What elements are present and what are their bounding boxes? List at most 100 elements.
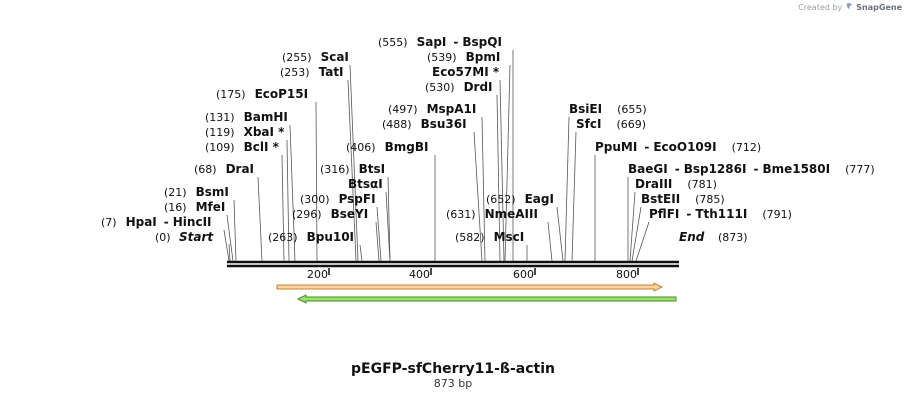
enzyme-name: EagI bbox=[525, 192, 554, 206]
enzyme-name: BamHI bbox=[244, 110, 288, 124]
enzyme-name: BclI * bbox=[244, 140, 280, 154]
ruler-tick-label: 800 bbox=[616, 268, 637, 281]
enzyme-separator: - bbox=[644, 140, 649, 154]
site-position: (497) bbox=[388, 103, 418, 116]
enzyme-name: DrdI bbox=[464, 80, 493, 94]
site-position: (555) bbox=[378, 36, 408, 49]
enzyme-name: Bsu36I bbox=[421, 117, 467, 131]
map-title: pEGFP-sfCherry11-ß-actin bbox=[351, 361, 555, 377]
ruler-tick-label: 400 bbox=[409, 268, 430, 281]
site-position: (488) bbox=[382, 118, 412, 131]
enzyme-name: DraIII bbox=[635, 177, 672, 191]
site-leader-line bbox=[385, 191, 391, 262]
site-position: (669) bbox=[616, 118, 646, 131]
site-position: (109) bbox=[205, 141, 235, 154]
enzyme-name: MfeI bbox=[196, 200, 226, 214]
enzyme-name: EcoP15I bbox=[255, 87, 309, 101]
site-leader-line bbox=[631, 206, 642, 262]
enzyme-name: BstEII bbox=[641, 192, 680, 206]
site-position: (712) bbox=[732, 141, 762, 154]
site-leader-line bbox=[286, 139, 290, 262]
site-position: (255) bbox=[282, 51, 312, 64]
site-position: (296) bbox=[292, 208, 322, 221]
site-position: (68) bbox=[194, 163, 217, 176]
enzyme-name: NmeAIII bbox=[485, 207, 538, 221]
enzyme-name: BmgBI bbox=[385, 140, 429, 154]
enzyme-name: BsiEI bbox=[569, 102, 602, 116]
site-position: (539) bbox=[427, 51, 457, 64]
site-position: (785) bbox=[695, 193, 725, 206]
enzyme-name: HpaI bbox=[126, 215, 157, 229]
enzyme-name: BsmI bbox=[196, 185, 229, 199]
site-leader-line bbox=[629, 191, 636, 262]
site-position: (530) bbox=[425, 81, 455, 94]
green-feature-arrow bbox=[296, 294, 677, 304]
site-position: (253) bbox=[280, 66, 310, 79]
snapgene-logo-icon bbox=[845, 3, 857, 12]
enzyme-separator: - bbox=[164, 215, 169, 229]
enzyme-name: PpuMI bbox=[595, 140, 637, 154]
site-leader-line bbox=[376, 206, 382, 262]
end-position: (873) bbox=[718, 231, 748, 244]
ruler-tick-label: 200 bbox=[307, 268, 328, 281]
snapgene-credit: Created by SnapGene bbox=[798, 2, 902, 12]
sequence-map: 200 400 600 800(0) Start End (873)(7) HpaI - Hinc… bbox=[101, 35, 875, 304]
enzyme-separator: - bbox=[675, 162, 680, 176]
enzyme-name: SapI bbox=[417, 35, 447, 49]
map-title-block: pEGFP-sfCherry11-ß-actin 873 bp bbox=[253, 361, 653, 390]
start-position: (0) bbox=[155, 231, 171, 244]
ruler-tick-label: 600 bbox=[513, 268, 534, 281]
enzyme-name: MspA1I bbox=[427, 102, 477, 116]
site-leader-line bbox=[571, 131, 577, 262]
enzyme-name: TatI bbox=[319, 65, 344, 79]
enzyme-name: BpmI bbox=[466, 50, 501, 64]
enzyme-name: Bme1580I bbox=[762, 162, 830, 176]
site-leader-line bbox=[375, 221, 380, 262]
credit-prefix: Created by bbox=[798, 3, 843, 12]
site-leader-line bbox=[226, 214, 234, 262]
site-position: (175) bbox=[216, 88, 246, 101]
enzyme-name: Bsp1286I bbox=[684, 162, 747, 176]
enzyme-name: DraI bbox=[226, 162, 254, 176]
site-leader-line bbox=[547, 221, 553, 262]
site-leader-line bbox=[359, 244, 363, 262]
site-leader-line bbox=[233, 199, 237, 262]
enzyme-separator: - bbox=[753, 162, 758, 176]
start-leader-line bbox=[228, 243, 231, 262]
site-position: (16) bbox=[164, 201, 187, 214]
enzyme-name: Eco57MI * bbox=[432, 65, 500, 79]
site-leader-line bbox=[349, 64, 359, 262]
enzyme-name: BaeGI bbox=[628, 162, 668, 176]
site-leader-line bbox=[635, 221, 650, 262]
site-leader-line bbox=[499, 79, 505, 262]
enzyme-name: Bpu10I bbox=[307, 230, 354, 244]
site-leader-line bbox=[496, 94, 501, 262]
site-position: (582) bbox=[455, 231, 485, 244]
enzyme-name: BtsαI bbox=[348, 177, 383, 191]
credit-brand: SnapGene bbox=[856, 3, 902, 12]
site-leader-line bbox=[473, 131, 483, 262]
site-leader-line bbox=[257, 176, 263, 262]
site-position: (791) bbox=[762, 208, 792, 221]
site-position: (7) bbox=[101, 216, 117, 229]
site-position: (406) bbox=[346, 141, 376, 154]
enzyme-name: Tth111I bbox=[695, 207, 747, 221]
site-leader-line bbox=[387, 176, 391, 262]
enzyme-name: ScaI bbox=[321, 50, 349, 64]
enzyme-name: EcoO109I bbox=[653, 140, 716, 154]
enzyme-separator: - bbox=[686, 207, 691, 221]
site-position: (652) bbox=[486, 193, 516, 206]
start-label: Start bbox=[179, 230, 214, 244]
site-position: (300) bbox=[300, 193, 330, 206]
enzyme-name: XbaI * bbox=[244, 125, 286, 139]
enzyme-name: BseYI bbox=[331, 207, 369, 221]
map-length: 873 bp bbox=[433, 377, 473, 390]
site-leader-line bbox=[556, 206, 564, 262]
site-leader-line bbox=[315, 101, 318, 262]
site-position: (131) bbox=[205, 111, 235, 124]
enzyme-separator: - bbox=[453, 35, 458, 49]
enzyme-name: HincII bbox=[173, 215, 212, 229]
site-position: (21) bbox=[164, 186, 187, 199]
enzyme-name: SfcI bbox=[576, 117, 601, 131]
site-leader-line bbox=[481, 116, 486, 262]
